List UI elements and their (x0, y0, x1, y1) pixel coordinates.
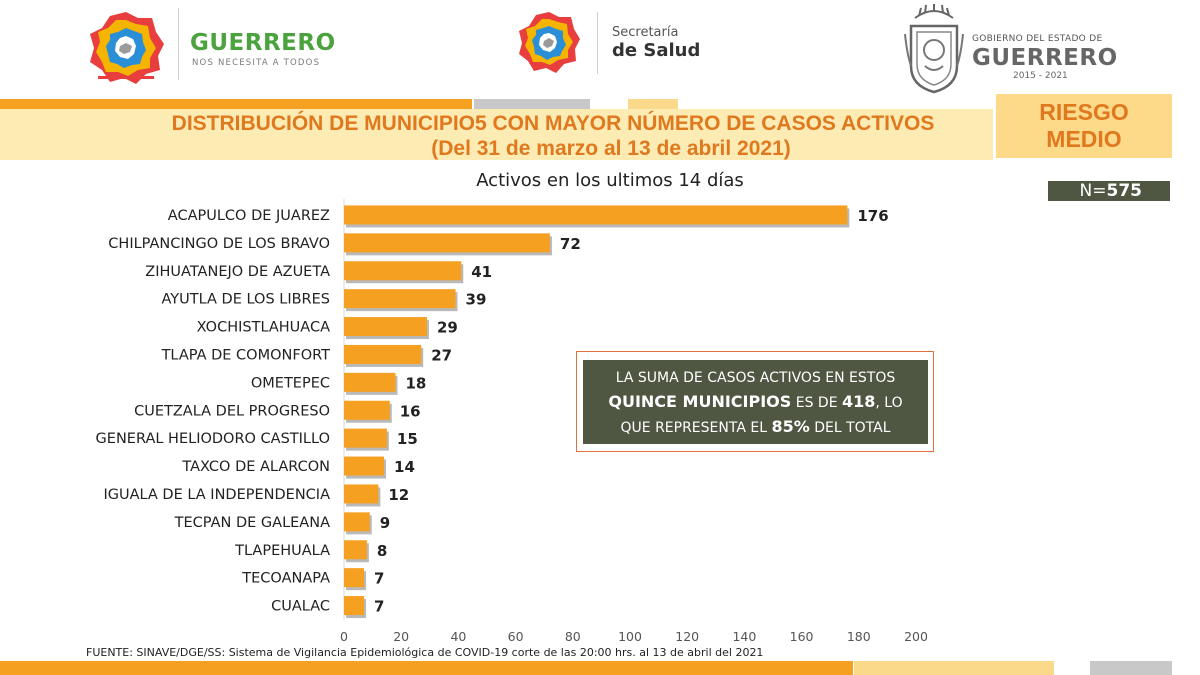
category-label: GENERAL HELIODORO CASTILLO (96, 431, 330, 447)
x-tick-label: 60 (508, 629, 524, 644)
bar (344, 317, 427, 337)
bar (344, 261, 462, 281)
total-count-prefix: N= (1079, 181, 1107, 201)
x-tick-label: 40 (450, 629, 466, 644)
bar (344, 540, 367, 560)
category-label: TLAPA DE COMONFORT (161, 347, 331, 363)
note-text: ES DE (791, 395, 842, 411)
x-tick-label: 0 (340, 629, 348, 644)
x-tick-label: 160 (790, 629, 814, 644)
category-label: CUETZALA DEL PROGRESO (134, 403, 330, 419)
guerrero-logo-icon (90, 12, 164, 84)
category-label: TAXCO DE ALARCON (181, 459, 330, 475)
x-tick-label: 80 (565, 629, 581, 644)
value-label: 29 (437, 319, 458, 337)
brand-guerrero: GUERRERO (190, 30, 336, 56)
bar (344, 233, 550, 253)
risk-label: RIESGO (1039, 99, 1129, 125)
value-label: 27 (431, 346, 452, 364)
title-panel (0, 109, 993, 160)
state-seal-icon (904, 4, 964, 94)
salud-logo-icon (519, 12, 580, 73)
bar (344, 456, 385, 476)
value-label: 41 (471, 263, 492, 281)
header-divider (597, 12, 598, 74)
summary-note-frame (576, 351, 934, 452)
risk-level: MEDIO (1046, 126, 1122, 152)
chart-title: Activos en los ultimos 14 días (476, 170, 744, 191)
government-label: GOBIERNO DEL ESTADO DE (972, 34, 1103, 44)
value-label: 18 (405, 374, 426, 392)
government-period: 2015 - 2021 (1013, 71, 1068, 81)
value-label: 7 (374, 598, 384, 616)
note-emphasis: 418 (842, 392, 876, 411)
government-state: GUERRERO (972, 45, 1118, 71)
bar (344, 344, 422, 364)
note-text: DEL TOTAL (809, 420, 891, 436)
category-label: ACAPULCO DE JUAREZ (168, 208, 330, 224)
total-count-badge: N=575 (1048, 181, 1170, 201)
value-label: 72 (560, 235, 581, 253)
bar (344, 372, 396, 392)
bottom-band-orange (0, 661, 853, 675)
bar-chart: ACAPULCO DE JUAREZ 176 CHILPANCINGO DE LOS… (96, 199, 928, 644)
bar (344, 484, 379, 504)
category-label: TECPAN DE GALEANA (174, 515, 330, 531)
bar (344, 596, 365, 616)
value-label: 39 (466, 291, 487, 309)
brand-tagline: NOS NECESITA A TODOS (192, 58, 321, 68)
value-label: 7 (374, 570, 384, 588)
note-emphasis: 85% (771, 417, 810, 436)
page-subtitle: (Del 31 de marzo al 13 de abril 2021) (431, 137, 791, 160)
category-label: IGUALA DE LA INDEPENDENCIA (103, 487, 330, 503)
note-text: LA SUMA DE CASOS ACTIVOS EN ESTOS (615, 370, 896, 386)
value-label: 16 (400, 402, 421, 420)
x-tick-label: 20 (393, 629, 409, 644)
brand-secretaria: Secretaría (612, 25, 679, 40)
total-count-value: 575 (1106, 181, 1143, 201)
summary-note: LA SUMA DE CASOS ACTIVOS EN ESTOS QUINCE… (583, 360, 928, 444)
x-tick-label: 100 (618, 629, 642, 644)
bar (344, 568, 365, 588)
category-label: ZIHUATANEJO DE AZUETA (145, 264, 330, 280)
note-emphasis: QUINCE MUNICIPIOS (608, 392, 792, 411)
note-text: QUE REPRESENTA EL (620, 420, 772, 436)
x-tick-label: 200 (904, 629, 928, 644)
bottom-band-light (854, 661, 1054, 675)
top-band-orange (0, 99, 472, 109)
category-label: OMETEPEC (251, 375, 330, 391)
category-label: AYUTLA DE LOS LIBRES (161, 292, 330, 308)
header-divider (178, 8, 179, 80)
x-tick-label: 120 (675, 629, 699, 644)
bar (344, 428, 387, 448)
bottom-band-gray (1090, 661, 1172, 675)
value-label: 12 (388, 486, 409, 504)
brand-salud: de Salud (612, 40, 701, 61)
risk-box (996, 94, 1172, 158)
bar (344, 512, 370, 532)
bar (344, 289, 456, 309)
source-note: FUENTE: SINAVE/DGE/SS: Sistema de Vigila… (86, 646, 764, 659)
bar (344, 400, 390, 420)
value-label: 14 (394, 458, 415, 476)
category-label: TECOANAPA (241, 571, 330, 587)
note-text: , LO (875, 395, 903, 411)
value-label: 15 (397, 430, 418, 448)
category-label: CUALAC (271, 599, 330, 615)
x-tick-label: 180 (847, 629, 871, 644)
top-band-gray (474, 99, 590, 109)
category-label: TLAPEHUALA (234, 543, 330, 559)
value-label: 9 (380, 514, 390, 532)
value-label: 8 (377, 542, 387, 560)
value-label: 176 (857, 207, 888, 225)
bar (344, 205, 848, 225)
category-label: XOCHISTLAHUACA (197, 320, 330, 336)
top-band-light (628, 99, 678, 109)
page-title: DISTRIBUCIÓN DE MUNICIPIO5 CON MAYOR NÚM… (171, 112, 935, 135)
category-label: CHILPANCINGO DE LOS BRAVO (108, 236, 330, 252)
x-tick-label: 140 (732, 629, 756, 644)
